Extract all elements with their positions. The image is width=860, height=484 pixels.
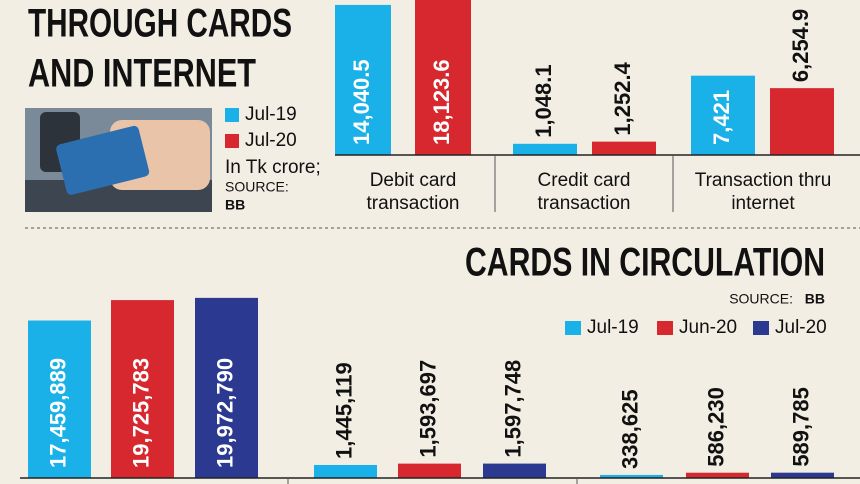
legend-swatch	[657, 321, 673, 335]
category-label: Transaction thru internet	[695, 170, 832, 214]
value-label: 1,597,748	[500, 360, 525, 458]
bar	[771, 472, 834, 478]
bar	[600, 474, 663, 478]
value-label: 586,230	[703, 387, 728, 467]
value-label: 19,725,783	[128, 358, 153, 468]
value-label: 589,785	[788, 387, 813, 467]
source-label: SOURCE:	[225, 179, 289, 195]
bar	[513, 143, 577, 155]
value-label: 14,040.5	[349, 59, 374, 145]
value-label: 1,593,697	[415, 360, 440, 458]
bar	[592, 141, 656, 155]
legend-label: Jul-20	[775, 317, 827, 338]
legend-label: Jul-19	[587, 317, 639, 338]
legend-label: Jul-20	[245, 130, 297, 151]
value-label: 18,123.6	[429, 59, 454, 145]
chart-title: THROUGH CARDS	[28, 2, 292, 46]
source-label: SOURCE:	[729, 291, 793, 307]
bar	[335, 4, 391, 156]
bar	[686, 472, 749, 478]
bar	[28, 320, 91, 478]
unit-note: In Tk crore;	[225, 157, 321, 178]
value-label: 7,421	[709, 90, 734, 145]
value-label: 1,048.1	[531, 64, 556, 137]
bar	[770, 88, 834, 155]
category-label: Debit card transaction	[367, 170, 460, 214]
chart-title: AND INTERNET	[28, 52, 256, 96]
source: BB	[225, 197, 245, 213]
legend-swatch	[225, 108, 239, 122]
bar	[111, 300, 174, 478]
category-label: Credit card transaction	[538, 170, 631, 214]
value-label: 17,459,889	[45, 358, 70, 468]
legend-swatch	[225, 134, 239, 148]
value-label: 1,252.4	[610, 61, 635, 135]
bar	[415, 0, 471, 155]
value-label: 338,625	[617, 389, 642, 469]
value-label: 19,972,790	[212, 358, 237, 468]
value-label: 1,445,119	[331, 362, 356, 459]
chart-title: CARDS IN CIRCULATION	[465, 241, 825, 285]
legend-swatch	[753, 321, 769, 335]
bar	[195, 297, 258, 478]
legend-swatch	[565, 321, 581, 335]
bar	[314, 464, 377, 478]
photo	[25, 108, 212, 212]
legend-label: Jul-19	[245, 104, 297, 125]
bar	[398, 463, 461, 478]
bar	[483, 463, 546, 478]
source: BB	[805, 291, 825, 307]
value-label: 6,254.9	[788, 9, 813, 82]
legend-label: Jun-20	[679, 317, 737, 338]
bar	[691, 75, 755, 155]
